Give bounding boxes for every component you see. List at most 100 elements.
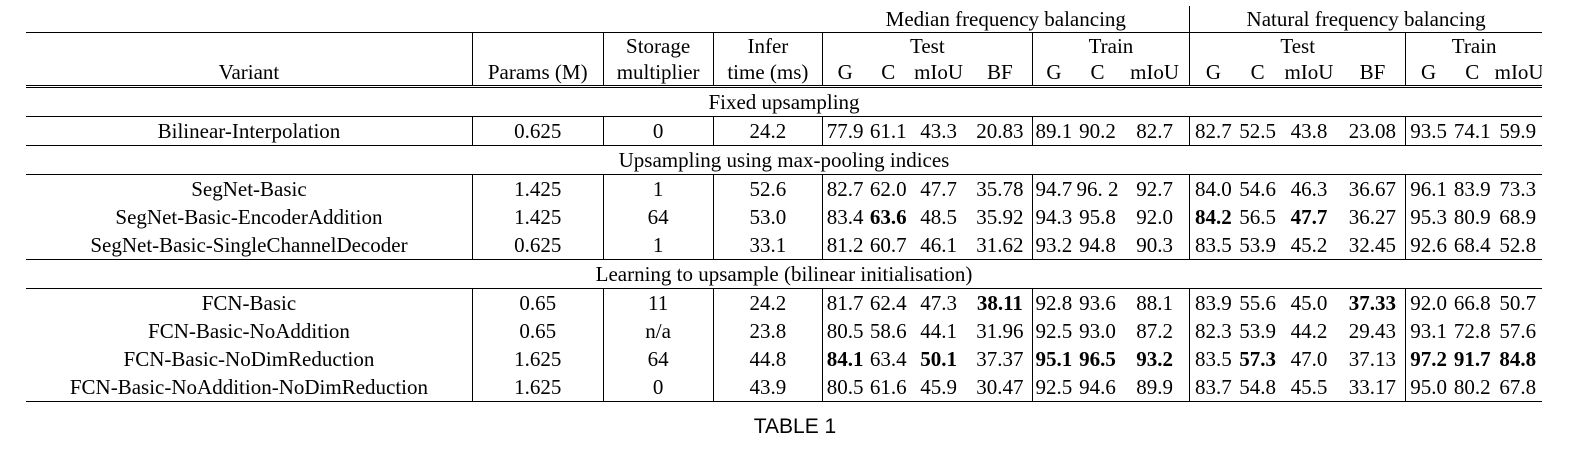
- metric-cell: 95.3: [1405, 203, 1451, 231]
- metric-cell: 92.0: [1405, 288, 1451, 317]
- infer-cell: 43.9: [712, 373, 823, 402]
- metric-cell: 92.6: [1405, 231, 1451, 260]
- metric-cell: 67.8: [1493, 373, 1542, 402]
- metric-cell: 83.9: [1453, 177, 1491, 201]
- metric-cell: 36.67: [1348, 177, 1397, 201]
- median-train-c-header: C: [1075, 59, 1121, 88]
- metric-cell: 35.92: [976, 205, 1024, 229]
- metric-cell: 50.7: [1499, 291, 1537, 315]
- metric-cell: 83.5: [1189, 345, 1237, 373]
- metric-cell: 90.2: [1075, 116, 1121, 146]
- natural-frequency-header: Natural frequency balancing: [1189, 6, 1542, 33]
- table-row: SegNet-Basic-EncoderAddition 1.425 64 53.0 8…: [26, 203, 1542, 231]
- metric-cell: 92.0: [1136, 205, 1173, 229]
- metric-cell: 57.6: [1499, 319, 1537, 343]
- metric-cell: 37.37: [976, 347, 1024, 371]
- storage-cell: 64: [602, 203, 714, 231]
- natural-test-c-header: C: [1236, 59, 1279, 88]
- params-cell: 0.65: [471, 317, 603, 345]
- natural-train-miou-header: mIoU: [1493, 59, 1542, 88]
- metric-cell: 94.8: [1075, 231, 1121, 260]
- metric-cell: 47.7: [920, 177, 957, 201]
- infer-cell: 52.6: [712, 174, 823, 203]
- metric-cell: 74.1: [1450, 116, 1494, 146]
- metric-cell: 33.17: [1339, 373, 1406, 402]
- natural-train-g-header: G: [1405, 59, 1451, 88]
- section-header-row: Fixed upsampling: [26, 86, 1542, 117]
- storage-cell: 1: [602, 231, 714, 260]
- metric-cell: 44.2: [1290, 319, 1328, 343]
- metric-cell: 83.5: [1189, 231, 1237, 260]
- storage-cell: 64: [602, 345, 714, 373]
- params-cell: 0.65: [471, 288, 603, 317]
- table-row: FCN-Basic-NoAddition-NoDimReduction 1.625…: [26, 373, 1542, 402]
- metric-cell: 89.9: [1120, 373, 1190, 402]
- metric-cell: 52.5: [1236, 116, 1279, 146]
- metric-cell: 68.4: [1450, 231, 1494, 260]
- section-header-row: Upsampling using max-pooling indices: [26, 145, 1542, 175]
- section-title: Fixed upsampling: [26, 86, 1542, 117]
- natural-train-c-header: C: [1450, 59, 1494, 88]
- metric-cell: 63.4: [869, 347, 907, 371]
- metric-cell: 47.7: [1278, 203, 1339, 231]
- metric-cell: 77.9: [821, 116, 868, 146]
- table-row: FCN-Basic-NoAddition 0.65 n/a 23.8 80.5 58.6 4…: [26, 317, 1542, 345]
- best-value: 47.7: [1290, 205, 1328, 229]
- metric-cell: 73.3: [1499, 177, 1537, 201]
- metric-cell: 37.33: [1339, 289, 1405, 318]
- results-table-wrapper: Median frequency balancing Natural frequ…: [26, 6, 1542, 402]
- infer-header-line2: time (ms): [712, 59, 823, 88]
- metric-cell: 50.1: [909, 345, 968, 373]
- metric-cell: 37.13: [1348, 347, 1397, 371]
- metric-cell: 96. 2: [1076, 177, 1119, 201]
- params-cell: 1.425: [471, 174, 603, 203]
- metric-cell: 36.27: [1348, 205, 1397, 229]
- variant-cell: SegNet-Basic-SingleChannelDecoder: [26, 231, 473, 260]
- metric-cell: 91.7: [1451, 345, 1494, 373]
- best-value: 84.8: [1499, 347, 1537, 371]
- table-row: FCN-Basic-NoDimReduction 1.625 64 44.8 84.1 6…: [26, 345, 1542, 373]
- metric-cell: 57.3: [1237, 345, 1279, 373]
- metric-cell: 31.96: [976, 319, 1024, 343]
- metric-cell: 35.78: [976, 177, 1024, 201]
- metric-cell: 62.0: [869, 177, 907, 201]
- infer-cell: 53.0: [712, 203, 823, 231]
- storage-header-line1: Storage: [602, 32, 714, 59]
- metric-cell: 94.7: [1031, 174, 1076, 203]
- metric-cell: 92.7: [1136, 177, 1173, 201]
- results-table: Median frequency balancing Natural frequ…: [26, 6, 1542, 402]
- metric-cell: 83.4: [821, 203, 868, 231]
- metric-cell: 38.11: [968, 289, 1032, 318]
- metric-cell: 84.8: [1494, 345, 1542, 373]
- median-test-header: Test: [821, 32, 1033, 59]
- metric-cell: 43.8: [1278, 116, 1340, 146]
- metric-cell: 61.1: [867, 116, 910, 146]
- best-value: 84.1: [826, 347, 864, 371]
- metric-cell: 82.7: [821, 174, 868, 203]
- metric-cell: 45.0: [1290, 291, 1328, 315]
- metric-cell: 93.5: [1405, 116, 1451, 146]
- table-row: SegNet-Basic-SingleChannelDecoder 0.625 1 3…: [26, 231, 1542, 260]
- natural-test-g-header: G: [1189, 59, 1237, 88]
- best-value: 37.33: [1348, 291, 1397, 315]
- section-title: Upsampling using max-pooling indices: [26, 145, 1542, 175]
- metric-cell: 58.6: [869, 319, 907, 343]
- metric-cell: 32.45: [1339, 231, 1406, 260]
- metric-cell: 92.5: [1031, 373, 1076, 402]
- metric-cell: 48.5: [920, 205, 957, 229]
- natural-test-miou-header: mIoU: [1278, 59, 1340, 88]
- metric-cell: 89.1: [1031, 116, 1076, 146]
- metric-cell: 53.9: [1239, 319, 1276, 343]
- metric-cell: 90.3: [1120, 231, 1190, 260]
- metric-cell: 97.2: [1405, 345, 1451, 373]
- storage-cell: 0: [602, 373, 714, 402]
- best-value: 84.2: [1195, 205, 1232, 229]
- header-columns-row: Variant Params (M) multiplier time (ms) …: [26, 59, 1542, 88]
- metric-cell: 81.2: [821, 231, 868, 260]
- table-row: Bilinear-Interpolation 0.625 0 24.2 77.9 61.1…: [26, 116, 1542, 146]
- metric-cell: 63.6: [867, 203, 909, 231]
- metric-cell: 93.0: [1079, 319, 1116, 343]
- params-cell: 0.625: [471, 231, 603, 260]
- metric-cell: 45.2: [1278, 231, 1340, 260]
- storage-header-line2: multiplier: [602, 59, 714, 88]
